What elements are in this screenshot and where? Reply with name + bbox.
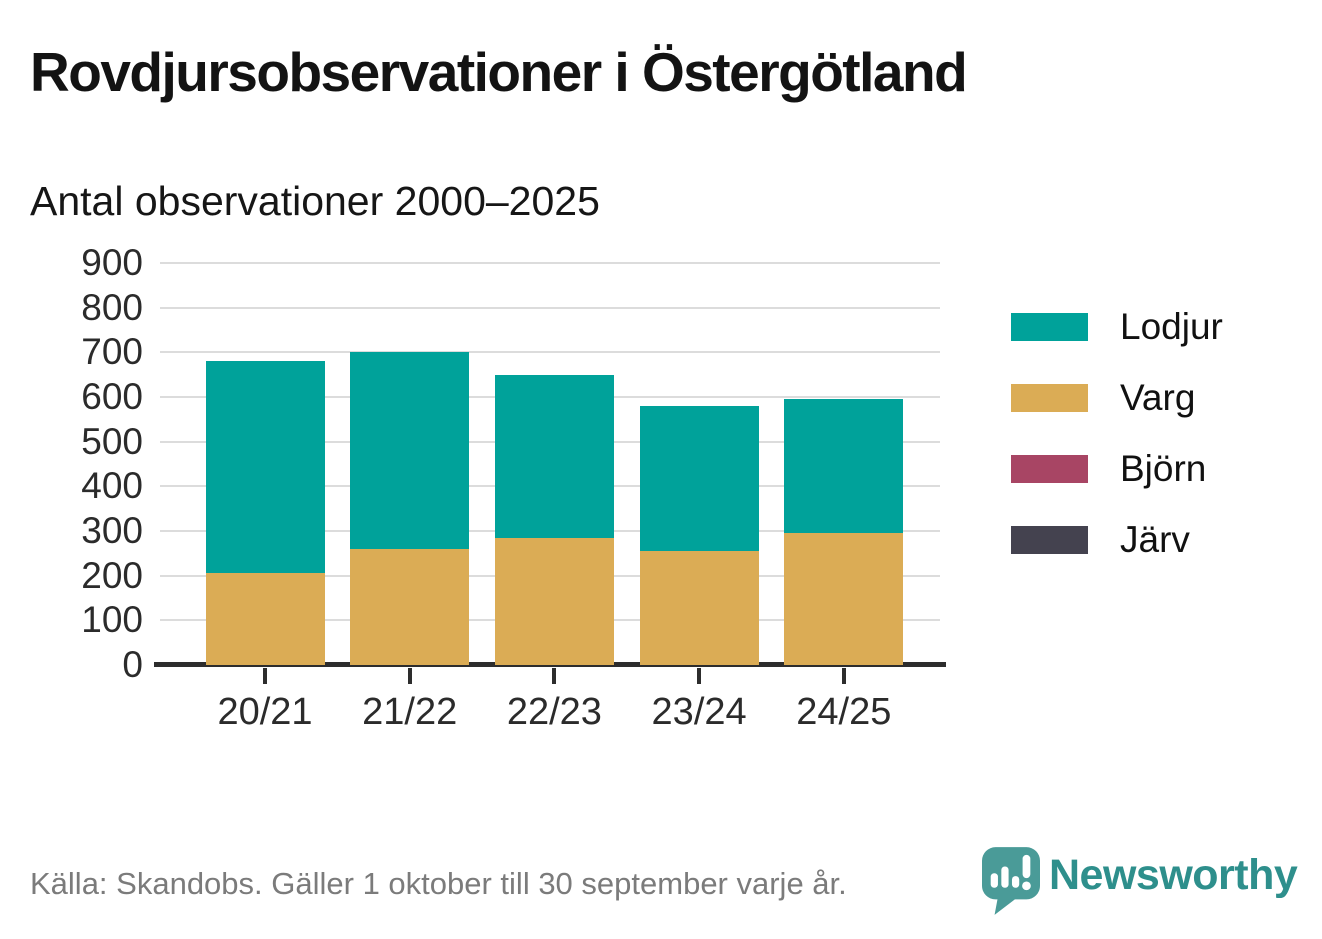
legend-swatch — [1011, 455, 1088, 483]
gridline — [160, 306, 940, 309]
chart-legend: Lodjur Varg Björn Järv — [1011, 306, 1223, 561]
page-title: Rovdjursobservationer i Östergötland — [30, 41, 968, 103]
bar-segment-varg — [350, 548, 470, 665]
newsworthy-wordmark: Newsworthy — [1049, 851, 1298, 899]
y-axis-tick-label: 200 — [81, 554, 143, 596]
bar-segment-varg — [639, 551, 759, 665]
x-axis-tick — [841, 668, 846, 684]
legend-item-lodjur: Lodjur — [1011, 306, 1223, 348]
y-axis-tick-label: 500 — [81, 420, 143, 462]
legend-item-järv: Järv — [1011, 519, 1223, 561]
x-axis-tick — [263, 668, 267, 684]
y-axis-tick-label: 100 — [81, 599, 143, 641]
newsworthy-bars-icon — [982, 847, 1040, 915]
y-axis-tick-label: 400 — [81, 465, 143, 507]
bar-segment-lodjur — [639, 405, 759, 552]
newsworthy-logo: Newsworthy — [982, 846, 1298, 916]
x-axis-tick — [552, 668, 557, 684]
x-axis-tick — [697, 668, 702, 684]
stacked-bar-chart: 0 100 200 300 400 500 600 700 800 900 20/21 21/22 22… — [81, 242, 946, 733]
bar-segment-lodjur — [494, 374, 614, 538]
y-axis-tick-label: 800 — [81, 286, 143, 328]
legend-swatch — [1011, 313, 1088, 341]
legend-swatch — [1011, 384, 1088, 412]
legend-label: Järv — [1120, 519, 1190, 560]
bar-segment-varg — [205, 573, 325, 665]
legend-label: Björn — [1120, 448, 1207, 489]
x-axis-tick — [407, 668, 412, 684]
bar-segment-lodjur — [205, 361, 325, 574]
y-axis-tick-label: 600 — [81, 376, 143, 417]
y-axis-tick-label: 900 — [81, 242, 143, 283]
x-axis-tick-label: 21/22 — [362, 691, 458, 733]
y-axis-tick-label: 0 — [122, 644, 143, 685]
legend-swatch — [1011, 526, 1088, 554]
gridline — [160, 351, 940, 354]
bar-segment-varg — [784, 533, 904, 665]
y-axis-tick-label: 700 — [81, 331, 143, 373]
x-axis-tick-label: 22/23 — [506, 691, 602, 733]
x-axis-tick-label: 20/21 — [217, 691, 313, 733]
legend-label: Varg — [1120, 377, 1196, 418]
gridline — [160, 262, 940, 264]
x-axis-tick-label: 23/24 — [651, 691, 747, 733]
bar-segment-lodjur — [350, 352, 470, 549]
legend-label: Lodjur — [1120, 306, 1223, 347]
bar-segment-lodjur — [784, 399, 904, 534]
legend-item-varg: Varg — [1011, 377, 1223, 419]
x-axis-tick-label: 24/25 — [796, 691, 892, 733]
chart-subtitle: Antal observationer 2000–2025 — [30, 178, 600, 224]
y-axis-tick-label: 300 — [81, 510, 143, 551]
legend-item-björn: Björn — [1011, 448, 1223, 490]
bar-segment-varg — [494, 537, 614, 665]
source-note: Källa: Skandobs. Gäller 1 oktober till 3… — [30, 866, 847, 901]
